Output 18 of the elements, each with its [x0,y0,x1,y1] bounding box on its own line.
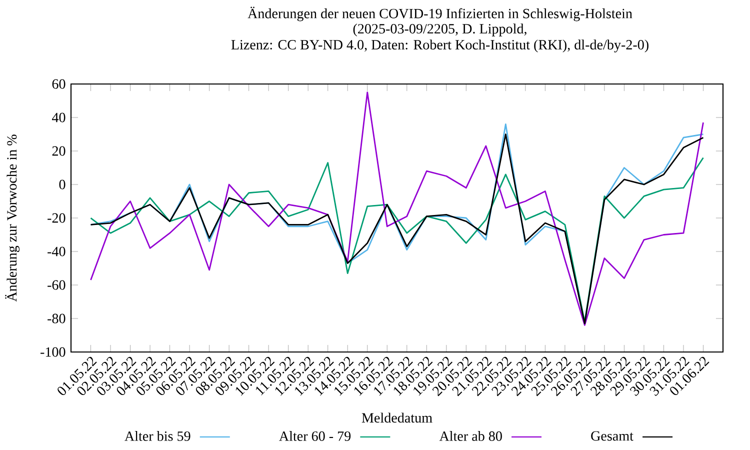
text: Lizenz: CC BY-ND 4.0, Daten: Robert Koch-Institut (RKI), dl-de/by-2-0) [231,40,648,52]
chart-subtitle: (2025-03-09/2205, D. Lippold, [353,24,526,36]
y-tick-label: -100 [40,347,66,357]
y-tick-label: 20 [52,146,66,156]
y-tick-label: 60 [52,79,66,89]
legend-label: Alter ab 80 [439,431,502,441]
x-axis-title: Meldedatum [362,412,432,423]
chart-title: Änderungen der neuen COVID-19 Infizierten in Schleswig-Holstein [248,6,632,22]
y-tick-label: 40 [52,112,66,122]
y-tick-label: -20 [48,213,66,223]
legend-label: Alter 60 - 79 [279,431,351,441]
y-tick-label: 0 [59,180,66,190]
legend-label: Gesamt [591,431,634,441]
y-tick-label: -40 [48,246,66,256]
y-tick-label: -80 [48,314,66,324]
y-axis-title: Änderung zur Vorwoche in % [5,134,20,302]
y-tick-label: -60 [48,280,66,290]
legend-label: Alter bis 59 [124,431,190,441]
